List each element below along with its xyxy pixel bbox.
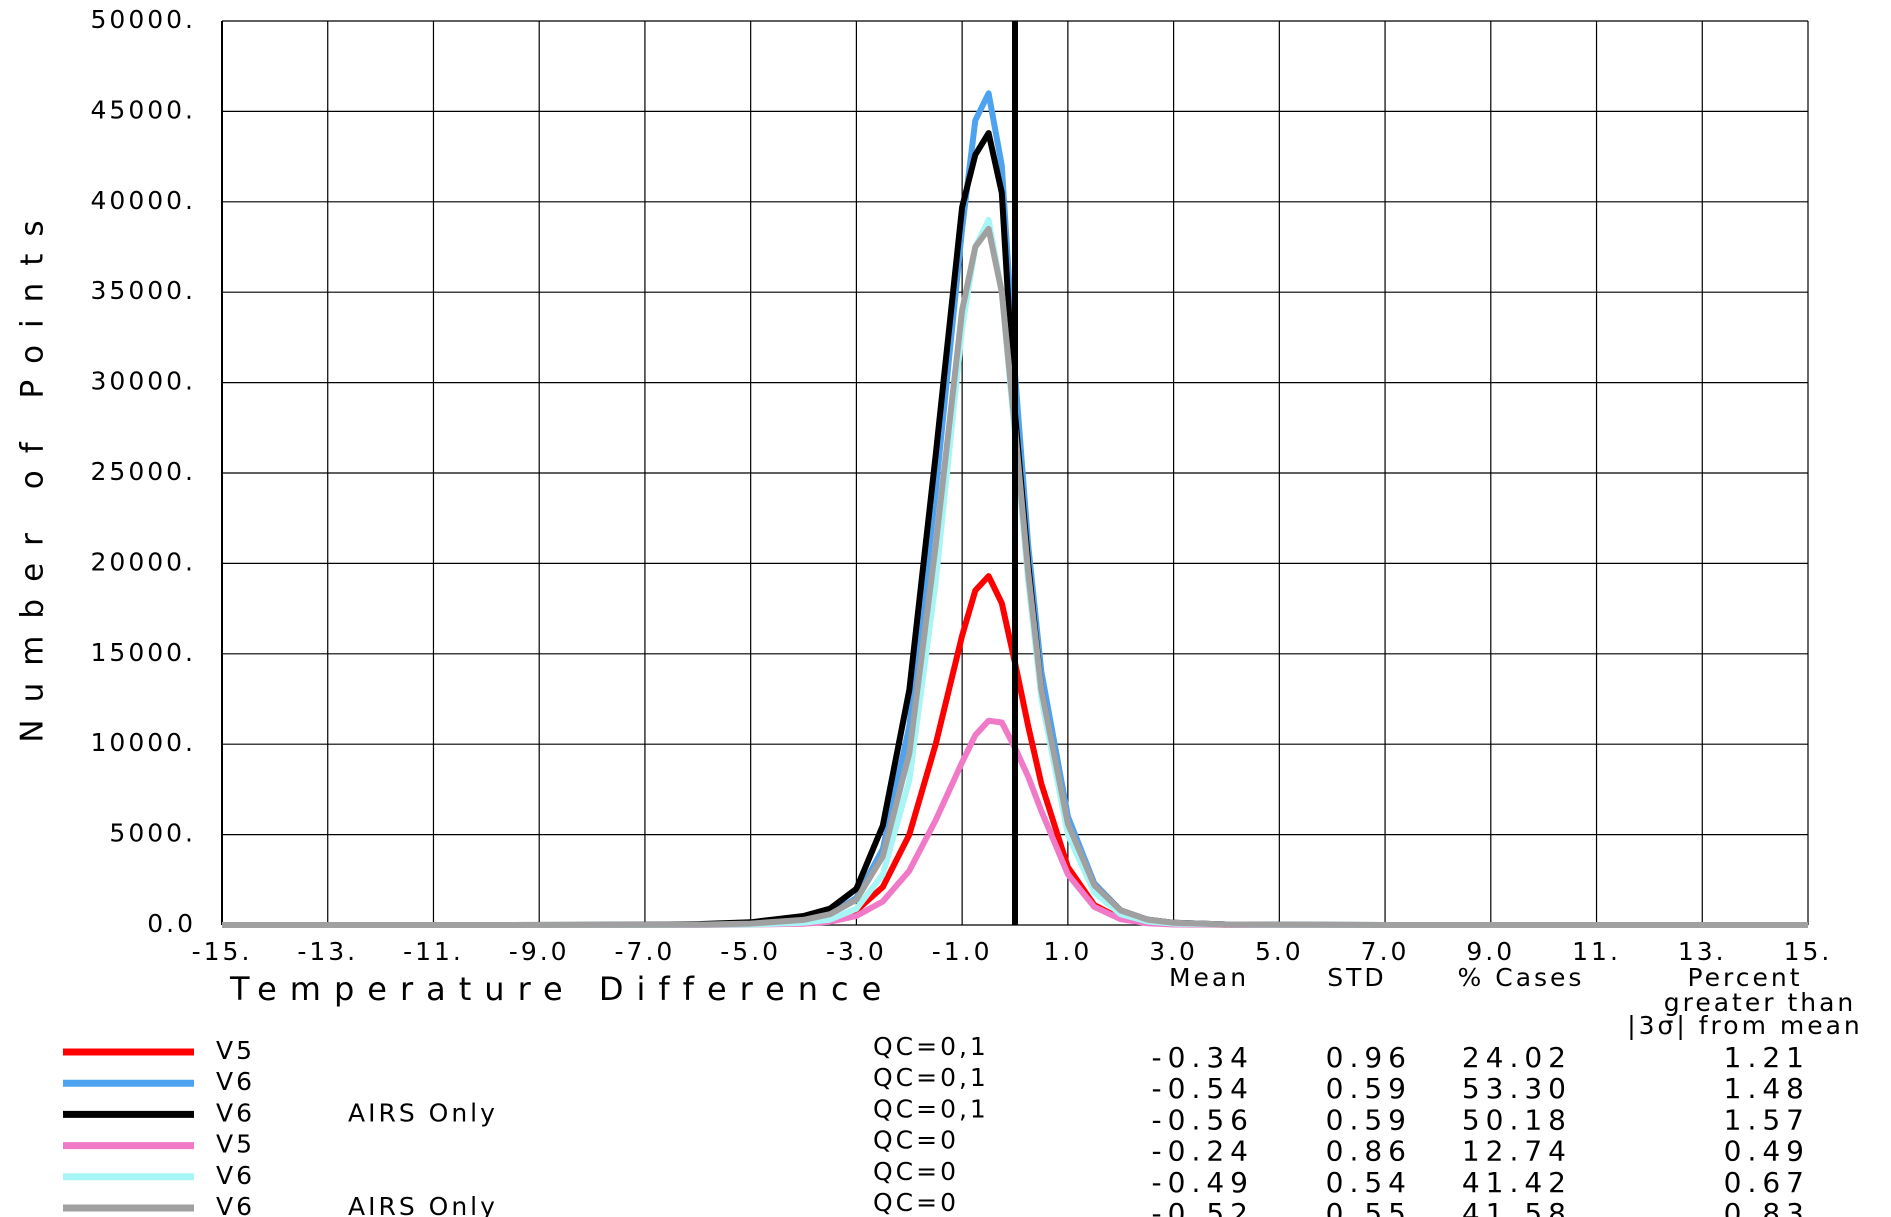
legend-stat: -0.54 [1152, 1072, 1254, 1105]
x-tick-label: 9.0 [1466, 937, 1515, 966]
legend-subset: AIRS Only [348, 1098, 498, 1127]
y-tick-label: 10000. [91, 728, 196, 757]
y-tick-label: 25000. [91, 457, 196, 486]
stats-header: greater than [1664, 988, 1857, 1017]
legend-name: V6 [216, 1161, 255, 1190]
legend-stat: 0.96 [1326, 1041, 1412, 1074]
x-tick-label: -5.0 [720, 937, 781, 966]
x-tick-label: -3.0 [826, 937, 887, 966]
y-tick-label: 30000. [91, 367, 196, 396]
legend-stat: 1.57 [1724, 1103, 1810, 1136]
legend-subset: AIRS Only [348, 1192, 498, 1217]
legend-stat: 0.55 [1326, 1197, 1412, 1217]
stats-header: % Cases [1458, 963, 1585, 992]
legend-stat: 1.48 [1724, 1072, 1810, 1105]
x-tick-label: 13. [1678, 937, 1727, 966]
y-tick-label: 15000. [91, 638, 196, 667]
x-tick-label: -11. [403, 937, 464, 966]
y-tick-label: 20000. [91, 547, 196, 576]
legend-name: V5 [216, 1036, 255, 1065]
x-tick-label: 3.0 [1149, 937, 1198, 966]
legend-qc: QC=0 [873, 1188, 959, 1217]
legend-stat: -0.49 [1152, 1166, 1254, 1199]
y-tick-label: 40000. [91, 186, 196, 215]
stats-header: Percent [1687, 963, 1802, 992]
legend-qc: QC=0 [873, 1126, 959, 1155]
legend-qc: QC=0,1 [873, 1063, 989, 1092]
legend-stat: -0.52 [1152, 1197, 1254, 1217]
stats-header: STD [1327, 963, 1386, 992]
legend-stat: -0.34 [1152, 1041, 1254, 1074]
series-line [222, 225, 1808, 928]
x-tick-label: 1.0 [1043, 937, 1092, 966]
legend-name: V5 [216, 1130, 255, 1159]
x-tick-label: -7.0 [615, 937, 676, 966]
stats-header: |3σ| from mean [1627, 1011, 1863, 1040]
legend-qc: QC=0,1 [873, 1032, 989, 1061]
x-tick-label: 7.0 [1361, 937, 1410, 966]
x-axis-label: Temperature Difference [229, 970, 894, 1008]
legend-qc: QC=0 [873, 1157, 959, 1186]
legend-name: V6 [216, 1067, 255, 1096]
legend-stat: 0.54 [1326, 1166, 1412, 1199]
legend-stat: 0.83 [1724, 1197, 1810, 1217]
legend-stat: 50.18 [1462, 1103, 1572, 1136]
x-tick-label: -9.0 [509, 937, 570, 966]
y-tick-label: 35000. [91, 276, 196, 305]
stats-header: Mean [1169, 963, 1249, 992]
x-tick-label: -15. [192, 937, 253, 966]
legend-name: V6 [216, 1098, 255, 1127]
legend-stat: 1.21 [1724, 1041, 1810, 1074]
legend-stat: -0.24 [1152, 1135, 1254, 1168]
legend-stat: 0.49 [1724, 1135, 1810, 1168]
legend-qc: QC=0,1 [873, 1094, 989, 1123]
legend-stat: 53.30 [1462, 1072, 1572, 1105]
y-tick-label: 50000. [91, 5, 196, 34]
legend-stat: 24.02 [1462, 1041, 1572, 1074]
legend-stat: 0.59 [1326, 1103, 1412, 1136]
x-tick-label: -13. [297, 937, 358, 966]
legend-stat: 41.42 [1462, 1166, 1572, 1199]
x-tick-label: -1.0 [932, 937, 993, 966]
legend-name: V6 [216, 1192, 255, 1217]
legend-stat: -0.56 [1152, 1103, 1254, 1136]
y-tick-label: 45000. [91, 95, 196, 124]
legend-stat: 0.86 [1326, 1135, 1412, 1168]
legend-stat: 0.67 [1724, 1166, 1810, 1199]
x-tick-label: 11. [1572, 937, 1621, 966]
x-tick-label: 15. [1784, 937, 1833, 966]
legend-stat: 41.58 [1462, 1197, 1572, 1217]
legend-stat: 0.59 [1326, 1072, 1412, 1105]
x-tick-label: 5.0 [1255, 937, 1304, 966]
legend-stat: 12.74 [1462, 1135, 1572, 1168]
y-tick-label: 5000. [109, 819, 196, 848]
y-axis-label: Number of Points [15, 203, 51, 742]
y-tick-label: 0.0 [147, 909, 196, 938]
